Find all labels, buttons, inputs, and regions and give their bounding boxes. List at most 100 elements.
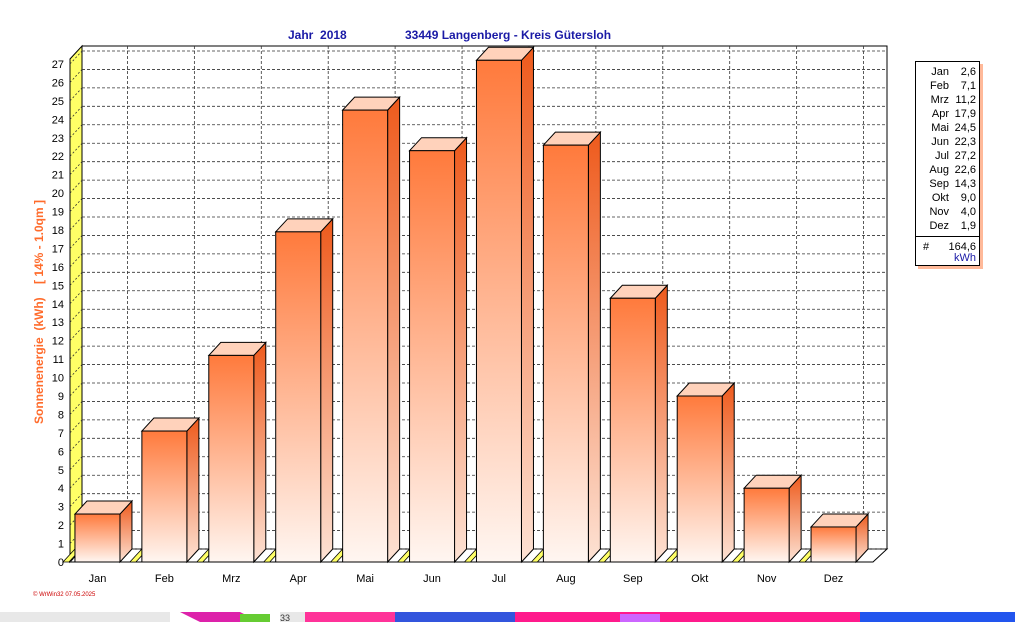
- grid-line-wall: [69, 327, 83, 341]
- y-tick-label: 10: [52, 373, 64, 385]
- bar-side: [320, 217, 334, 564]
- legend-month: Okt: [931, 192, 949, 204]
- legend-value: 11,2: [955, 94, 976, 106]
- legend-entry: Jul 27,2: [916, 149, 979, 163]
- legend-month: Jan: [931, 66, 949, 78]
- bar: [810, 526, 857, 563]
- grid-line-wall: [69, 290, 83, 305]
- grid-line-wall: [69, 401, 83, 415]
- y-tick-label: 20: [52, 188, 64, 200]
- legend-value: 2,6: [960, 66, 976, 78]
- y-tick-label: 18: [52, 225, 64, 237]
- y-tick-label: 25: [52, 96, 64, 108]
- legend-entry: Dez 1,9: [916, 219, 979, 233]
- y-tick-label: 17: [52, 243, 64, 255]
- y-tick-label: 11: [53, 354, 64, 366]
- grid-line-wall: [69, 438, 83, 452]
- grid-line-wall: [69, 493, 83, 507]
- legend-value: 22,3: [954, 136, 976, 148]
- y-tick-label: 26: [52, 77, 64, 89]
- grid-line-wall: [69, 235, 83, 249]
- x-tick-label: Jul: [492, 573, 506, 585]
- legend-value: 4,0: [960, 206, 976, 218]
- footer-credit: © WrWin32 07.05.2025: [33, 591, 96, 598]
- x-tick-label: Feb: [155, 573, 174, 585]
- x-tick-label: Dez: [824, 573, 844, 585]
- legend-entry: Sep 14,3: [916, 177, 979, 191]
- legend-month: Jun: [931, 136, 949, 148]
- bar: [743, 487, 790, 563]
- x-tick-label: Mai: [356, 573, 374, 585]
- bar-side: [654, 283, 668, 564]
- grid-line-wall: [69, 253, 83, 268]
- legend-month: Sep: [929, 178, 949, 190]
- bar-side: [387, 95, 401, 564]
- bar-side: [520, 46, 534, 564]
- y-tick-label: 22: [52, 151, 64, 163]
- y-tick-label: 0: [58, 557, 64, 569]
- y-tick-label: 16: [52, 262, 64, 274]
- legend-total-row: # 164,6: [916, 240, 979, 254]
- x-tick-label: Nov: [757, 573, 777, 585]
- legend-total-value: 164,6: [948, 241, 976, 253]
- legend-entry: Nov 4,0: [916, 205, 979, 219]
- bar: [141, 430, 188, 563]
- y-tick-label: 1: [58, 539, 64, 551]
- legend-entry: Mai 24,5: [916, 121, 979, 135]
- legend-month: Dez: [929, 220, 949, 232]
- legend-month: Aug: [929, 164, 949, 176]
- grid-line-wall: [69, 69, 83, 83]
- x-tick-label: Mrz: [222, 573, 240, 585]
- bar: [409, 150, 456, 563]
- x-tick-label: Sep: [623, 573, 643, 585]
- grid-line-wall: [69, 456, 83, 471]
- bar: [676, 395, 723, 563]
- y-tick-label: 3: [58, 502, 64, 514]
- legend-value: 27,2: [954, 150, 976, 162]
- x-tick-label: Jan: [89, 573, 107, 585]
- grid-line-wall: [69, 124, 83, 139]
- grid-line-wall: [69, 419, 83, 434]
- legend-value: 17,9: [954, 108, 976, 120]
- grid-line-wall: [69, 87, 83, 102]
- grid-line-wall: [69, 216, 83, 231]
- legend-total-symbol: #: [923, 241, 930, 253]
- y-tick-label: 8: [58, 409, 64, 421]
- legend-value: 22,6: [954, 164, 976, 176]
- bar-side: [454, 136, 468, 564]
- legend-entry: Aug 22,6: [916, 163, 979, 177]
- grid-line-wall: [69, 308, 83, 323]
- grid-line-wall: [69, 142, 83, 157]
- y-tick-label: 24: [52, 114, 64, 126]
- legend-entry: Jan 2,6: [916, 65, 979, 79]
- plot-side-wall: [69, 44, 83, 564]
- y-tick-label: 9: [58, 391, 64, 403]
- grid-line-wall: [69, 382, 83, 397]
- y-axis-ticks: 0123456789101112131415161718192021222324…: [52, 59, 64, 569]
- legend-value: 7,1: [960, 80, 976, 92]
- bar-side: [788, 473, 802, 564]
- bar: [342, 109, 389, 563]
- bar-side: [186, 416, 200, 564]
- legend-box: Jan 2,6 Feb 7,1 Mrz 11,2 Apr 17,9 Mai 24,5 Jun 22,3…: [915, 61, 980, 266]
- legend-month: Nov: [929, 206, 949, 218]
- bar: [609, 297, 656, 563]
- legend-month: Feb: [930, 80, 949, 92]
- grid-line-wall: [69, 106, 83, 120]
- title-location: 33449 Langenberg - Kreis Gütersloh: [405, 28, 611, 42]
- y-tick-label: 13: [52, 317, 64, 329]
- legend-rows: Jan 2,6 Feb 7,1 Mrz 11,2 Apr 17,9 Mai 24,5 Jun 22,3…: [916, 65, 979, 233]
- bar: [475, 59, 522, 563]
- y-tick-label: 15: [52, 280, 64, 292]
- y-tick-label: 27: [52, 59, 64, 71]
- y-tick-label: 14: [52, 299, 64, 311]
- grid-line-wall: [69, 272, 83, 286]
- title-year: Jahr 2018: [288, 28, 347, 42]
- legend-entry: Feb 7,1: [916, 79, 979, 93]
- legend-value: 9,0: [960, 192, 976, 204]
- y-tick-label: 12: [52, 336, 64, 348]
- legend-separator: [916, 236, 979, 237]
- y-tick-label: 2: [58, 520, 64, 532]
- grid-line-wall: [69, 198, 83, 212]
